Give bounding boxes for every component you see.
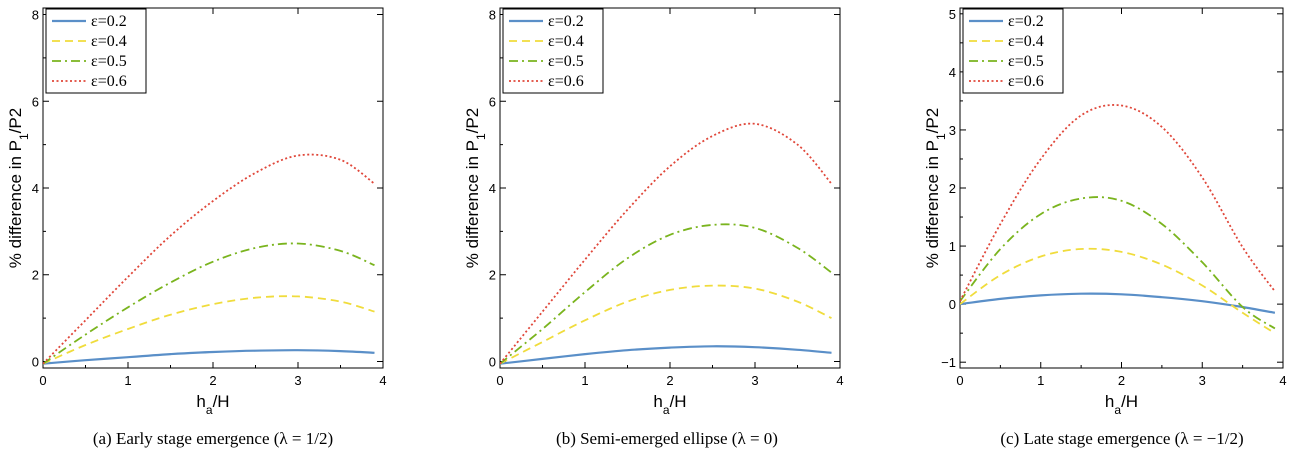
- x-axis-label: ha/H: [196, 392, 229, 417]
- legend-label: ε=0.5: [548, 53, 584, 70]
- y-tick-label: 8: [32, 8, 39, 23]
- x-tick-label: 1: [581, 373, 588, 388]
- series-line-4: [500, 122, 833, 365]
- legend-label: ε=0.6: [91, 73, 127, 90]
- legend-box: [45, 8, 147, 94]
- y-tick-label: 2: [489, 268, 496, 283]
- legend-label: ε=0.5: [91, 53, 127, 70]
- legend: ε=0.2 ε=0.4 ε=0.5 ε=0.6: [962, 8, 1064, 94]
- y-tick-label: 1: [949, 239, 956, 254]
- x-tick-label: 2: [209, 373, 216, 388]
- x-tick-label: 3: [294, 373, 301, 388]
- x-tick-label: 4: [836, 373, 843, 388]
- y-tick-label: 0: [32, 354, 39, 369]
- legend: ε=0.2 ε=0.4 ε=0.5 ε=0.6: [45, 8, 147, 94]
- x-tick-label: 1: [124, 373, 131, 388]
- x-tick-label: 2: [1118, 373, 1125, 388]
- x-tick-label: 2: [666, 373, 673, 388]
- series-line-4: [960, 104, 1276, 302]
- x-axis-label: ha/H: [653, 392, 686, 417]
- legend-box: [502, 8, 604, 94]
- x-tick-label: 3: [1199, 373, 1206, 388]
- legend-label: ε=0.4: [1008, 33, 1044, 50]
- legend-label: ε=0.4: [91, 33, 127, 50]
- chart-panel-1: 0 1 2 3 4 0 2 4 6 8 ha/H % difference in P1/P2 ε=0.2…: [6, 7, 387, 448]
- panel-caption: (c) Late stage emergence (λ = −1/2): [1000, 429, 1243, 448]
- legend-label: ε=0.5: [1008, 53, 1044, 70]
- legend-label: ε=0.2: [1008, 13, 1044, 30]
- y-tick-label: −1: [941, 355, 956, 370]
- y-axis-label: % difference in P1/P2: [463, 108, 488, 268]
- y-tick-label: 5: [949, 7, 956, 22]
- series-line-1: [500, 345, 832, 365]
- series-line-4: [43, 153, 376, 365]
- y-tick-label: 6: [489, 94, 496, 109]
- y-tick-label: 4: [949, 65, 956, 80]
- legend-label: ε=0.2: [91, 13, 127, 30]
- y-tick-label: 3: [949, 123, 956, 138]
- x-tick-label: 0: [956, 373, 963, 388]
- legend-label: ε=0.6: [548, 73, 584, 90]
- x-tick-label: 1: [1037, 373, 1044, 388]
- y-tick-label: 2: [949, 181, 956, 196]
- series-line-3: [960, 196, 1276, 330]
- series-line-2: [43, 295, 375, 365]
- y-tick-label: 8: [489, 8, 496, 23]
- x-tick-label: 3: [751, 373, 758, 388]
- series-line-2: [960, 247, 1276, 334]
- y-tick-label: 0: [489, 354, 496, 369]
- y-tick-label: 4: [32, 181, 39, 196]
- legend: ε=0.2 ε=0.4 ε=0.5 ε=0.6: [502, 8, 604, 94]
- series-line-3: [43, 242, 375, 365]
- panel-caption: (b) Semi-emerged ellipse (λ = 0): [556, 429, 778, 448]
- y-axis-label: % difference in P1/P2: [923, 108, 948, 268]
- x-tick-label: 4: [1279, 373, 1286, 388]
- legend-label: ε=0.4: [548, 33, 584, 50]
- x-tick-label: 0: [39, 373, 46, 388]
- y-tick-label: 0: [949, 297, 956, 312]
- y-tick-label: 4: [489, 181, 496, 196]
- legend-label: ε=0.6: [1008, 73, 1044, 90]
- y-tick-label: 6: [32, 94, 39, 109]
- y-tick-label: 2: [32, 268, 39, 283]
- series-line-3: [500, 223, 833, 365]
- x-axis-label: ha/H: [1105, 392, 1138, 417]
- panel-caption: (a) Early stage emergence (λ = 1/2): [93, 429, 333, 448]
- legend-box: [962, 8, 1064, 94]
- series-line-1: [43, 349, 375, 365]
- y-axis-label: % difference in P1/P2: [6, 108, 31, 268]
- legend-label: ε=0.2: [548, 13, 584, 30]
- x-tick-label: 0: [496, 373, 503, 388]
- x-tick-label: 4: [379, 373, 386, 388]
- series-line-2: [500, 284, 832, 365]
- chart-panel-2: 0 1 2 3 4 0 2 4 6 8 ha/H % difference in P1/P2 ε=0.2…: [463, 7, 844, 448]
- series-line-1: [960, 292, 1276, 314]
